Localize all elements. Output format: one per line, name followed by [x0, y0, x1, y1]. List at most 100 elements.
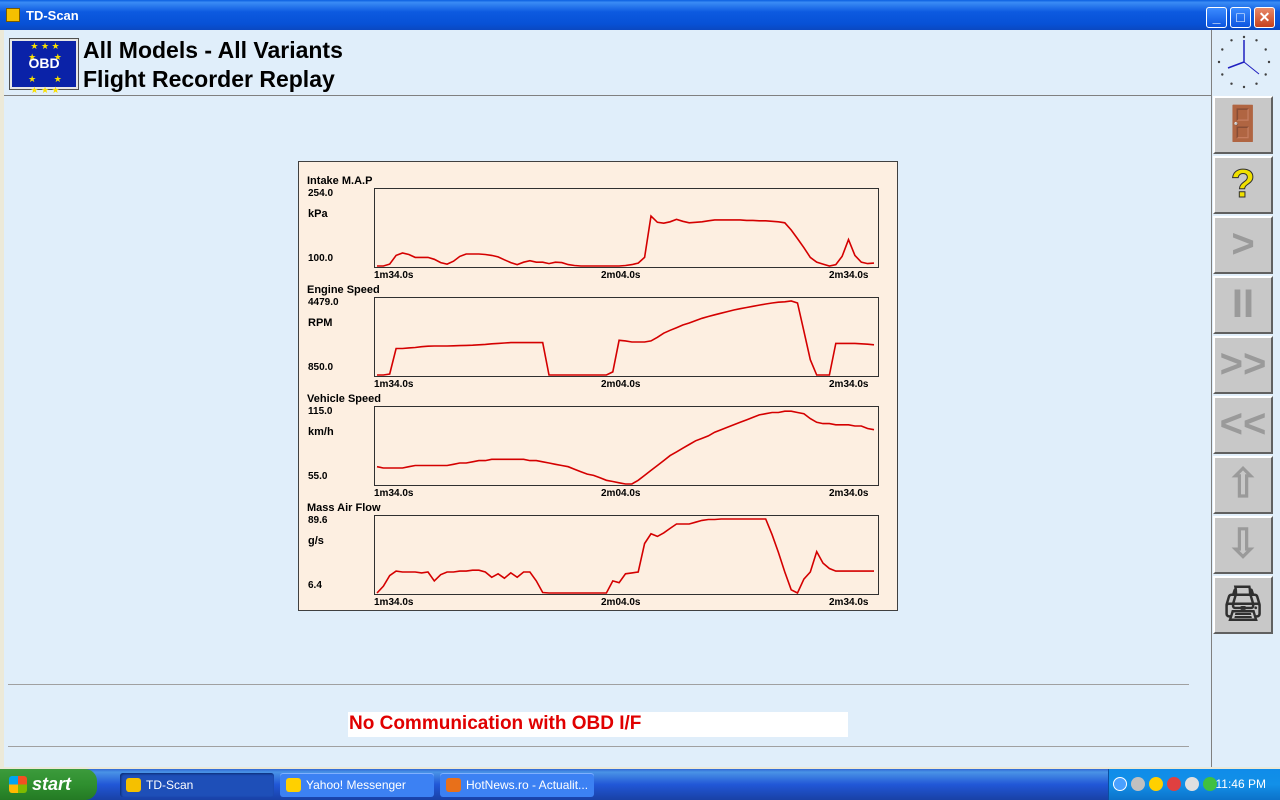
- taskbar-item-icon: [286, 778, 301, 792]
- graph-unit: g/s: [308, 535, 324, 547]
- printer-tray-icon[interactable]: [1131, 777, 1145, 791]
- scroll-up-button[interactable]: ⇧: [1213, 456, 1273, 514]
- start-label: start: [32, 774, 72, 794]
- plot-area: [374, 297, 879, 377]
- graph-min-value: 55.0: [308, 471, 328, 482]
- time-mid-label: 2m04.0s: [601, 597, 641, 608]
- graph-vehicle-speed: Vehicle Speed 115.0 km/h 55.0 1m34.0s 2m04.0s…: [299, 393, 899, 501]
- scroll-up-icon: ⇧: [1226, 462, 1260, 506]
- windows-logo-icon: [9, 776, 27, 793]
- maximize-button[interactable]: □: [1230, 7, 1251, 28]
- taskbar-item-label: HotNews.ro - Actualit...: [466, 778, 589, 792]
- graph-title: Vehicle Speed: [307, 393, 381, 405]
- time-start-label: 1m34.0s: [374, 270, 414, 281]
- taskbar-item[interactable]: TD-Scan: [120, 773, 274, 797]
- data-trace: [376, 410, 875, 485]
- flight-recorder-graph-panel: Intake M.A.P 254.0 kPa 100.0 1m34.0s 2m04.0s 2…: [298, 161, 898, 611]
- fast-forward-button[interactable]: >>: [1213, 336, 1273, 394]
- data-trace: [377, 214, 875, 267]
- print-icon: 🖨: [1221, 585, 1265, 623]
- graph-mass-air-flow: Mass Air Flow 89.6 g/s 6.4 1m34.0s 2m04.0s 2m3…: [299, 502, 899, 610]
- status-message: No Communication with OBD I/F: [348, 712, 848, 737]
- taskbar: start TD-Scan Yahoo! Messenger HotNews.ro …: [0, 769, 1280, 800]
- graph-title: Engine Speed: [307, 284, 380, 296]
- rewind-icon: <<: [1219, 402, 1267, 446]
- divider: [8, 684, 1189, 685]
- plot-svg: [376, 518, 874, 594]
- page-subtitle: Flight Recorder Replay: [83, 66, 335, 92]
- graph-min-value: 100.0: [308, 253, 334, 264]
- fast-forward-icon: >>: [1219, 342, 1267, 386]
- app-icon: [6, 8, 20, 22]
- play-icon: >: [1231, 222, 1255, 266]
- play-button[interactable]: >: [1213, 216, 1273, 274]
- plot-area: [374, 188, 879, 268]
- graph-min-value: 850.0: [308, 362, 334, 373]
- taskbar-item-label: Yahoo! Messenger: [306, 778, 406, 792]
- client-area: ★ ★ ★ ★ ★ ★ ★ ★ ★ ★ OBD All Models - All Va…: [4, 30, 1211, 767]
- title-bar: TD-Scan _ □ ✕: [0, 0, 1280, 30]
- taskbar-item[interactable]: Yahoo! Messenger: [280, 773, 434, 797]
- plot-svg: [377, 214, 875, 267]
- graph-unit: RPM: [308, 317, 333, 329]
- graph-max-value: 89.6: [308, 515, 328, 526]
- system-tray: 11:46 PM: [1108, 769, 1280, 800]
- graph-max-value: 4479.0: [308, 297, 339, 308]
- taskbar-item-icon: [126, 778, 141, 792]
- page-title: All Models - All Variants: [83, 37, 343, 63]
- device-tray-icon[interactable]: [1185, 777, 1199, 791]
- plot-area: [374, 406, 879, 486]
- eu-stars-icon: ★ ★ ★ ★ ★ ★ ★ ★ ★ ★: [28, 41, 62, 95]
- taskbar-item-icon: [446, 778, 461, 792]
- pause-button[interactable]: II: [1213, 276, 1273, 334]
- scroll-down-button[interactable]: ⇩: [1213, 516, 1273, 574]
- data-trace: [376, 518, 874, 594]
- minimize-button[interactable]: _: [1206, 7, 1227, 28]
- time-mid-label: 2m04.0s: [601, 270, 641, 281]
- graph-unit: km/h: [308, 426, 334, 438]
- plot-svg: [376, 410, 875, 485]
- tray-expand-icon[interactable]: [1113, 777, 1127, 791]
- graph-max-value: 115.0: [308, 406, 333, 417]
- time-end-label: 2m34.0s: [829, 379, 869, 390]
- obd-logo: ★ ★ ★ ★ ★ ★ ★ ★ ★ ★ OBD: [9, 38, 79, 95]
- time-end-label: 2m34.0s: [829, 270, 869, 281]
- graph-intake-m-a-p: Intake M.A.P 254.0 kPa 100.0 1m34.0s 2m04.0s 2…: [299, 175, 899, 283]
- print-button[interactable]: 🖨: [1213, 576, 1273, 634]
- window-title: TD-Scan: [26, 8, 79, 23]
- data-trace: [377, 300, 875, 376]
- wifi-tray-icon[interactable]: [1203, 777, 1217, 791]
- scroll-down-icon: ⇩: [1226, 522, 1260, 566]
- exit-icon: 🚪: [1221, 105, 1265, 143]
- plot-svg: [377, 300, 875, 376]
- graph-title: Intake M.A.P: [307, 175, 373, 187]
- graph-max-value: 254.0: [308, 188, 334, 199]
- time-end-label: 2m34.0s: [829, 597, 869, 608]
- help-button[interactable]: ?: [1213, 156, 1273, 214]
- graph-engine-speed: Engine Speed 4479.0 RPM 850.0 1m34.0s 2m04.0s…: [299, 284, 899, 392]
- time-start-label: 1m34.0s: [374, 597, 414, 608]
- time-end-label: 2m34.0s: [829, 488, 869, 499]
- divider: [8, 746, 1189, 747]
- messenger-tray-icon[interactable]: [1149, 777, 1163, 791]
- time-start-label: 1m34.0s: [374, 379, 414, 390]
- exit-button[interactable]: 🚪: [1213, 96, 1273, 154]
- taskbar-clock: 11:46 PM: [1215, 777, 1266, 791]
- pause-icon: II: [1231, 282, 1255, 326]
- time-mid-label: 2m04.0s: [601, 488, 641, 499]
- obd-logo-text: OBD: [28, 55, 60, 71]
- page-header: ★ ★ ★ ★ ★ ★ ★ ★ ★ ★ OBD All Models - All Va…: [4, 30, 1211, 96]
- rewind-button[interactable]: <<: [1213, 396, 1273, 454]
- analog-clock-icon: [1214, 32, 1274, 92]
- time-mid-label: 2m04.0s: [601, 379, 641, 390]
- start-button[interactable]: start: [0, 769, 97, 800]
- plot-area: [374, 515, 879, 595]
- graph-unit: kPa: [308, 208, 328, 220]
- antivirus-tray-icon[interactable]: [1167, 777, 1181, 791]
- taskbar-item[interactable]: HotNews.ro - Actualit...: [440, 773, 594, 797]
- graph-title: Mass Air Flow: [307, 502, 381, 514]
- graph-min-value: 6.4: [308, 580, 322, 591]
- help-icon: ?: [1230, 162, 1256, 207]
- close-button[interactable]: ✕: [1254, 7, 1275, 28]
- taskbar-item-label: TD-Scan: [146, 778, 194, 792]
